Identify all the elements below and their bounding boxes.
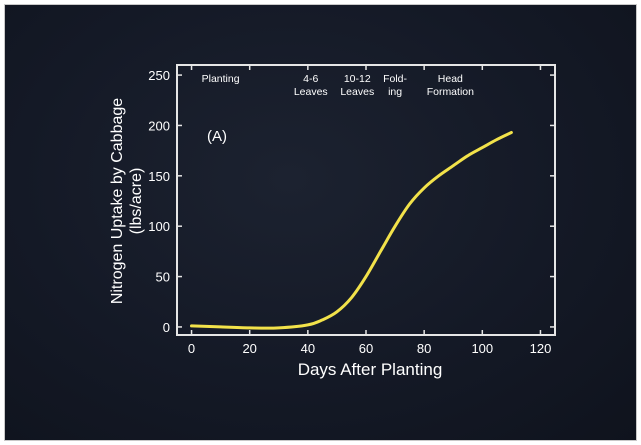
y-tick-label: 200 bbox=[148, 118, 170, 133]
x-tick-label: 80 bbox=[417, 341, 431, 356]
y-axis-unit-label: (lbs/acre) bbox=[128, 168, 145, 235]
stage-annotation: Planting bbox=[202, 73, 240, 85]
x-tick-label: 60 bbox=[359, 341, 373, 356]
stage-annotation: Head Formation bbox=[427, 73, 474, 98]
series-line bbox=[190, 131, 513, 330]
plot-frame bbox=[176, 64, 556, 336]
x-tick-label: 20 bbox=[242, 341, 256, 356]
y-axis-label: Nitrogen Uptake by Cabbage bbox=[109, 98, 126, 304]
panel-label: (A) bbox=[207, 128, 227, 145]
x-tick-label: 120 bbox=[530, 341, 552, 356]
y-tick-label: 50 bbox=[156, 270, 170, 285]
nitrogen-uptake-chart: 0 50 100 150 200 250 0 20 40 60 80 100 120 Planting… bbox=[109, 64, 556, 379]
x-axis-ticks: 0 20 40 60 80 100 120 bbox=[188, 65, 551, 356]
x-axis-label: Days After Planting bbox=[298, 360, 443, 379]
y-tick-label: 0 bbox=[163, 320, 170, 335]
growth-stage-annotations: Planting 4-6 Leaves 10-12 Leaves Fold-ing Head… bbox=[202, 73, 474, 98]
x-tick-label: 0 bbox=[188, 341, 195, 356]
x-tick-label: 100 bbox=[471, 341, 493, 356]
stage-annotation: 10-12 Leaves bbox=[340, 73, 374, 98]
stage-annotation: Fold-ing bbox=[383, 73, 407, 98]
y-axis-ticks: 0 50 100 150 200 250 bbox=[148, 68, 555, 335]
y-tick-label: 100 bbox=[148, 219, 170, 234]
x-tick-label: 40 bbox=[301, 341, 315, 356]
y-tick-label: 250 bbox=[148, 68, 170, 83]
stage-annotation: 4-6 Leaves bbox=[294, 73, 328, 98]
slide-background: 0 50 100 150 200 250 0 20 40 60 80 100 120 Planting… bbox=[4, 4, 637, 441]
y-tick-label: 150 bbox=[148, 169, 170, 184]
